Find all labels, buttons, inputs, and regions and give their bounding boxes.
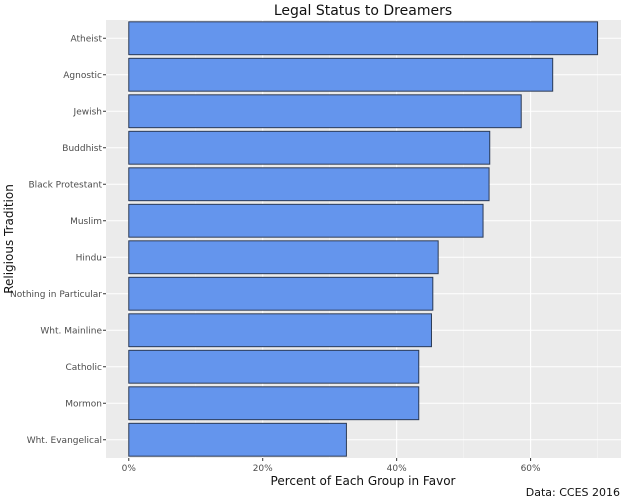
- chart-title: Legal Status to Dreamers: [274, 3, 452, 19]
- bar-muslim: [128, 203, 484, 238]
- x-tick-label: 60%: [521, 464, 541, 474]
- y-tick-label: Jewish: [73, 107, 102, 117]
- y-tick-label: Buddhist: [62, 144, 102, 154]
- panel-background: [106, 20, 621, 458]
- x-axis-label: Percent of Each Group in Favor: [271, 474, 456, 488]
- x-tick-label: 40%: [387, 464, 407, 474]
- bar-jewish: [128, 94, 522, 129]
- y-tick-label: Black Protestant: [28, 180, 102, 190]
- y-tick-label: Wht. Evangelical: [27, 436, 102, 446]
- y-tick-label: Hindu: [76, 253, 102, 263]
- bar-wht-mainline: [128, 313, 432, 348]
- y-axis-label: Religious Tradition: [2, 184, 16, 294]
- bar-mormon: [128, 386, 420, 421]
- bar-catholic: [128, 349, 420, 384]
- y-tick-label: Muslim: [70, 217, 102, 227]
- y-tick-label: Atheist: [71, 34, 103, 44]
- bar-agnostic: [128, 57, 554, 92]
- bar-nothing-in-particular: [128, 276, 434, 311]
- bar-wht-evangelical: [128, 422, 347, 457]
- caption: Data: CCES 2016: [526, 486, 620, 499]
- y-tick-label: Agnostic: [63, 71, 102, 81]
- x-tick-label: 0%: [122, 464, 137, 474]
- bar-atheist: [128, 21, 599, 56]
- y-tick-label: Nothing in Particular: [10, 290, 102, 300]
- x-tick-label: 20%: [253, 464, 273, 474]
- bar-buddhist: [128, 130, 491, 165]
- y-tick-label: Catholic: [66, 363, 103, 373]
- y-tick-label: Wht. Mainline: [40, 326, 102, 336]
- bar-hindu: [128, 240, 439, 275]
- bar-black-protestant: [128, 167, 490, 202]
- y-tick-label: Mormon: [65, 399, 102, 409]
